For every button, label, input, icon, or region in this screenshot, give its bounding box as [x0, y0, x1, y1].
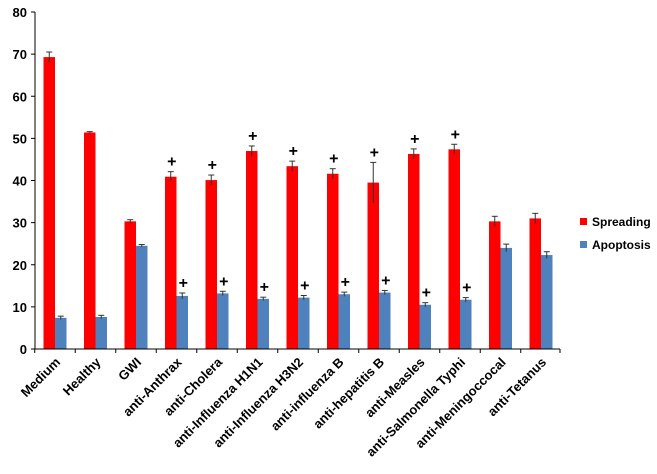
significance-marker: +: [208, 157, 217, 174]
bar-spreading: [165, 176, 177, 349]
bar-apoptosis: [136, 245, 148, 349]
x-category-label: anti-hepatitis B: [310, 355, 387, 432]
bar-spreading: [246, 151, 258, 349]
legend: Spreading Apoptosis: [580, 215, 651, 252]
bar-spreading: [408, 153, 420, 349]
legend-label-apoptosis: Apoptosis: [592, 238, 651, 252]
y-tick-label: 70: [13, 47, 27, 62]
x-category-label: Healthy: [60, 354, 104, 398]
significance-marker: +: [167, 154, 176, 171]
bar-spreading: [327, 173, 339, 349]
bar-apoptosis: [55, 317, 67, 349]
bar-apoptosis: [419, 304, 431, 349]
x-category-label: anti-influenza B: [268, 355, 347, 434]
significance-marker: +: [410, 131, 419, 148]
bars: + + + + + + + + + + + + + + + +: [43, 51, 553, 349]
bar-apoptosis: [460, 299, 472, 349]
bar-spreading: [124, 221, 136, 349]
significance-marker: +: [248, 128, 257, 145]
bar-spreading: [448, 149, 460, 349]
y-tick-label: 80: [13, 5, 27, 20]
legend-swatch-spreading: [580, 218, 587, 225]
y-tick-label: 10: [13, 300, 27, 315]
bar-spreading: [529, 218, 541, 349]
bar-apoptosis: [500, 247, 512, 349]
significance-marker: +: [289, 143, 298, 160]
bar-apoptosis: [257, 298, 269, 349]
bar-apoptosis: [541, 255, 553, 349]
legend-swatch-apoptosis: [580, 241, 587, 248]
y-tick-label: 20: [13, 258, 27, 273]
bar-spreading: [489, 221, 501, 349]
bar-apoptosis: [95, 316, 107, 349]
bar-spreading: [286, 166, 298, 349]
significance-marker: +: [329, 151, 338, 168]
bar-spreading: [43, 57, 55, 349]
bar-spreading: [205, 180, 217, 349]
bar-apoptosis: [217, 293, 229, 349]
significance-marker: +: [422, 285, 431, 302]
y-tick-label: 50: [13, 131, 27, 146]
x-category-label: GWI: [115, 355, 144, 384]
significance-marker: +: [462, 280, 471, 297]
significance-marker: +: [260, 279, 269, 296]
bar-apoptosis: [338, 294, 350, 349]
significance-marker: +: [381, 272, 390, 289]
bar-apoptosis: [298, 297, 310, 349]
significance-marker: +: [219, 273, 228, 290]
significance-marker: +: [179, 275, 188, 292]
y-tick-label: 30: [13, 216, 27, 231]
bar-spreading: [367, 182, 379, 349]
y-axis: 0 10 20 30 40 50 60 70 80: [13, 5, 36, 357]
x-category-label: Medium: [18, 355, 63, 400]
y-tick-label: 0: [20, 342, 27, 357]
legend-label-spreading: Spreading: [592, 215, 651, 229]
y-tick-label: 60: [13, 89, 27, 104]
bar-apoptosis: [176, 295, 188, 349]
significance-marker: +: [341, 274, 350, 291]
bar-spreading: [84, 132, 96, 349]
y-tick-label: 40: [13, 174, 27, 189]
bar-apoptosis: [379, 292, 391, 349]
significance-marker: +: [370, 144, 379, 161]
significance-marker: +: [300, 278, 309, 295]
significance-marker: +: [451, 126, 460, 143]
